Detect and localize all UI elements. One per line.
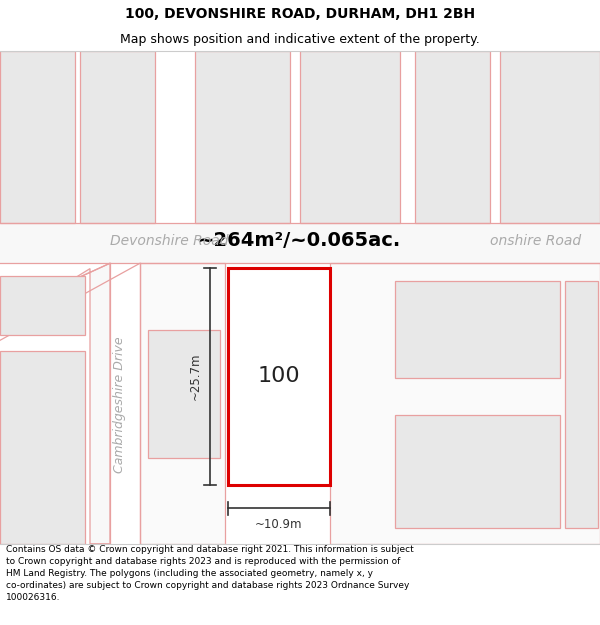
Polygon shape bbox=[330, 263, 600, 544]
Text: 100: 100 bbox=[257, 366, 301, 386]
Text: 100, DEVONSHIRE ROAD, DURHAM, DH1 2BH: 100, DEVONSHIRE ROAD, DURHAM, DH1 2BH bbox=[125, 8, 475, 21]
Text: Map shows position and indicative extent of the property.: Map shows position and indicative extent… bbox=[120, 34, 480, 46]
Polygon shape bbox=[80, 51, 155, 222]
Text: ~264m²/~0.065ac.: ~264m²/~0.065ac. bbox=[199, 231, 401, 250]
Polygon shape bbox=[565, 281, 598, 528]
Polygon shape bbox=[395, 281, 560, 378]
Polygon shape bbox=[140, 263, 225, 544]
Polygon shape bbox=[148, 329, 220, 458]
Polygon shape bbox=[195, 51, 290, 222]
Polygon shape bbox=[0, 51, 75, 222]
Polygon shape bbox=[0, 351, 85, 544]
Bar bbox=[0, 222, 600, 263]
Text: Contains OS data © Crown copyright and database right 2021. This information is : Contains OS data © Crown copyright and d… bbox=[6, 546, 414, 602]
Polygon shape bbox=[395, 415, 560, 528]
Polygon shape bbox=[500, 51, 600, 222]
Bar bbox=[228, 268, 330, 485]
Text: ~10.9m: ~10.9m bbox=[255, 518, 303, 531]
Text: onshire Road: onshire Road bbox=[490, 234, 581, 248]
Polygon shape bbox=[300, 51, 400, 222]
Polygon shape bbox=[0, 276, 85, 335]
Polygon shape bbox=[0, 263, 110, 544]
Text: ~25.7m: ~25.7m bbox=[189, 352, 202, 400]
Text: Cambridgeshire Drive: Cambridgeshire Drive bbox=[113, 336, 127, 473]
Polygon shape bbox=[415, 51, 490, 222]
Text: Devonshire Road: Devonshire Road bbox=[110, 234, 229, 248]
